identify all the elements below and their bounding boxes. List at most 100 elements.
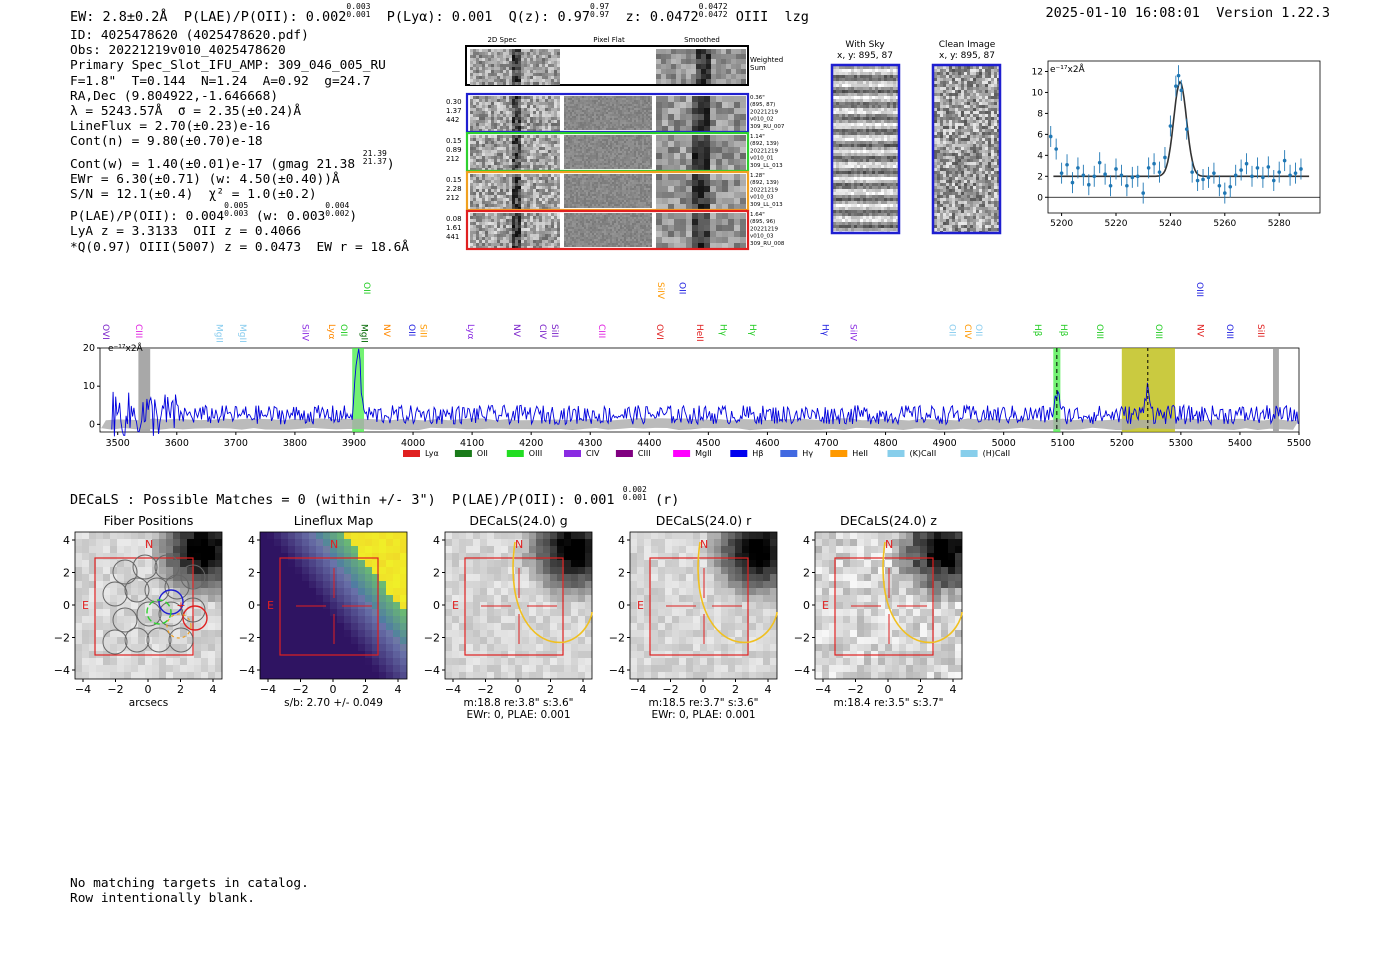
thumb-pixel xyxy=(365,595,372,602)
thumb-pixel xyxy=(351,595,358,602)
weighted-smoothed xyxy=(656,49,746,84)
thumb-pixel xyxy=(494,644,501,651)
thumb-pixel xyxy=(585,560,592,567)
thumb-pixel xyxy=(166,581,173,588)
thumb-pixel xyxy=(899,623,906,630)
thumb-pixel xyxy=(651,672,658,679)
thumb-pixel xyxy=(543,546,550,553)
thumb-pixel xyxy=(110,595,117,602)
thumb-pixel xyxy=(686,658,693,665)
thumb-pixel xyxy=(75,644,82,651)
thumb-pixel xyxy=(536,567,543,574)
thumb-pixel xyxy=(466,560,473,567)
thumb-pixel xyxy=(850,637,857,644)
thumb-pixel xyxy=(927,616,934,623)
row-left-label: 441 xyxy=(446,233,459,241)
thumb-ytick-label: −2 xyxy=(424,632,440,645)
thumb-pixel xyxy=(459,665,466,672)
thumb-pixel xyxy=(749,623,756,630)
thumb-pixel xyxy=(658,672,665,679)
thumb-pixel xyxy=(763,665,770,672)
thumb-pixel xyxy=(288,609,295,616)
thumb-pixel xyxy=(480,532,487,539)
thumb-pixel xyxy=(187,630,194,637)
fit-data-point xyxy=(1244,161,1249,166)
thumb-pixel xyxy=(686,581,693,588)
thumb-pixel xyxy=(309,616,316,623)
sum-label: Sum xyxy=(750,64,766,72)
thumb-pixel xyxy=(316,581,323,588)
thumb-pixel xyxy=(571,665,578,672)
thumb-pixel xyxy=(173,567,180,574)
thumb-pixel xyxy=(892,658,899,665)
thumb-pixel xyxy=(302,595,309,602)
info-radec: RA,Dec (9.804922,-1.646668) xyxy=(70,88,279,104)
thumb-pixel xyxy=(850,665,857,672)
thumb-pixel xyxy=(735,609,742,616)
thumb-pixel xyxy=(452,553,459,560)
spec-line xyxy=(111,348,1299,437)
thumb-pixel xyxy=(337,553,344,560)
thumb-pixel xyxy=(515,665,522,672)
thumb-pixel xyxy=(75,546,82,553)
thumb-pixel xyxy=(749,630,756,637)
thumb-pixel xyxy=(103,658,110,665)
thumb-pixel xyxy=(201,616,208,623)
thumb-pixel xyxy=(96,644,103,651)
thumb-pixel xyxy=(152,665,159,672)
thumb-pixel xyxy=(145,560,152,567)
thumb-pixel xyxy=(735,574,742,581)
thumb-pixel xyxy=(75,581,82,588)
thumb-pixel xyxy=(871,595,878,602)
thumb-pixel xyxy=(927,637,934,644)
spec-line-label: OVI xyxy=(654,324,664,340)
thumb-pixel xyxy=(899,616,906,623)
thumb-xtick-label: 2 xyxy=(732,683,739,696)
thumb-pixel xyxy=(871,665,878,672)
thumb-pixel xyxy=(508,539,515,546)
thumb-pixel xyxy=(372,630,379,637)
thumb-pixel xyxy=(445,602,452,609)
thumb-pixel xyxy=(714,623,721,630)
legend-label: HeII xyxy=(852,449,868,458)
weighted-2dspec xyxy=(470,49,560,85)
thumb-pixel xyxy=(208,602,215,609)
thumb-pixel xyxy=(679,567,686,574)
thumb-pixel xyxy=(386,665,393,672)
thumb-pixel xyxy=(857,623,864,630)
thumb-pixel xyxy=(351,553,358,560)
fit-xtick-label: 5220 xyxy=(1105,219,1128,229)
thumb-pixel xyxy=(714,560,721,567)
thumb-pixel xyxy=(899,658,906,665)
thumb-pixel xyxy=(815,630,822,637)
thumb-pixel xyxy=(508,567,515,574)
thumb-pixel xyxy=(892,602,899,609)
thumb-pixel xyxy=(899,574,906,581)
thumb-pixel xyxy=(365,588,372,595)
thumb-pixel xyxy=(515,644,522,651)
thumb-pixel xyxy=(693,553,700,560)
thumb-pixel xyxy=(281,616,288,623)
thumb-pixel xyxy=(386,623,393,630)
thumb-pixel xyxy=(843,539,850,546)
thumb-pixel xyxy=(494,546,501,553)
thumb-pixel xyxy=(857,672,864,679)
thumb-pixel xyxy=(89,609,96,616)
fit-data-point xyxy=(1206,175,1211,180)
thumb-pixel xyxy=(585,595,592,602)
row-pixelflat-3 xyxy=(564,213,652,247)
thumb-pixel xyxy=(679,574,686,581)
thumb-pixel xyxy=(89,588,96,595)
thumb-pixel xyxy=(815,609,822,616)
thumb-pixel xyxy=(770,644,777,651)
thumb-pixel xyxy=(878,595,885,602)
thumb-pixel xyxy=(96,665,103,672)
thumb-pixel xyxy=(194,567,201,574)
thumb-pixel xyxy=(351,658,358,665)
thumb-pixel xyxy=(295,588,302,595)
thumb-pixel xyxy=(480,588,487,595)
thumb-pixel xyxy=(557,616,564,623)
thumb-pixel xyxy=(885,672,892,679)
thumb-pixel xyxy=(288,581,295,588)
